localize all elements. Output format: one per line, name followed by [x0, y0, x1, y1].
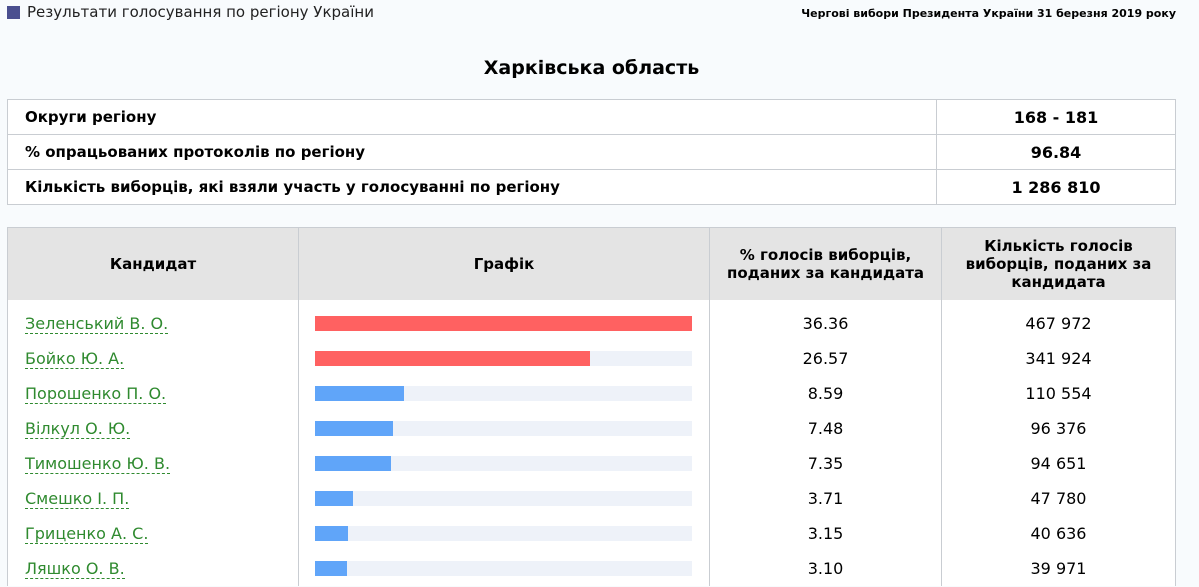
- candidate-row: Зеленський В. О. 36.36 467 972: [7, 300, 1176, 341]
- results-table: Кандидат Графік % голосів виборців, пода…: [7, 227, 1176, 586]
- vote-bar: [315, 491, 354, 506]
- candidate-name-cell: Зеленський В. О.: [7, 300, 299, 341]
- candidate-link[interactable]: Смешко І. П.: [25, 489, 130, 509]
- page-title: Результати голосування по регіону Україн…: [27, 3, 374, 21]
- chart-cell: [298, 551, 710, 586]
- candidate-link[interactable]: Зеленський В. О.: [25, 314, 169, 334]
- vote-bar: [315, 386, 405, 401]
- vote-bar: [315, 351, 591, 366]
- bar-track: [315, 316, 692, 331]
- percent-cell: 36.36: [709, 300, 942, 341]
- title-square-icon: [7, 6, 20, 19]
- summary-row: % опрацьованих протоколів по регіону 96.…: [7, 134, 1176, 170]
- header-candidate: Кандидат: [7, 227, 299, 300]
- vote-bar: [315, 526, 348, 541]
- results-body: Зеленський В. О. 36.36 467 972 Бойко Ю. А. 2…: [7, 300, 1176, 586]
- header-chart: Графік: [298, 227, 710, 300]
- votes-cell: 39 971: [941, 551, 1176, 586]
- chart-cell: [298, 481, 710, 516]
- candidate-row: Порошенко П. О. 8.59 110 554: [7, 376, 1176, 411]
- percent-cell: 3.10: [709, 551, 942, 586]
- chart-cell: [298, 341, 710, 376]
- votes-cell: 47 780: [941, 481, 1176, 516]
- percent-cell: 3.71: [709, 481, 942, 516]
- bar-track: [315, 491, 692, 506]
- votes-cell: 467 972: [941, 300, 1176, 341]
- chart-cell: [298, 411, 710, 446]
- chart-cell: [298, 300, 710, 341]
- vote-bar: [315, 456, 392, 471]
- candidate-name-cell: Порошенко П. О.: [7, 376, 299, 411]
- candidate-name-cell: Вілкул О. Ю.: [7, 411, 299, 446]
- percent-cell: 3.15: [709, 516, 942, 551]
- votes-cell: 96 376: [941, 411, 1176, 446]
- page-header: Результати голосування по регіону Україн…: [0, 0, 1199, 30]
- summary-row: Округи регіону 168 - 181: [7, 99, 1176, 135]
- bar-track: [315, 456, 692, 471]
- candidate-link[interactable]: Гриценко А. С.: [25, 524, 149, 544]
- candidate-row: Смешко І. П. 3.71 47 780: [7, 481, 1176, 516]
- summary-value: 168 - 181: [936, 99, 1176, 135]
- candidate-link[interactable]: Ляшко О. В.: [25, 559, 125, 579]
- vote-bar: [315, 316, 692, 331]
- vote-bar: [315, 421, 393, 436]
- candidate-link[interactable]: Бойко Ю. А.: [25, 349, 125, 369]
- votes-cell: 40 636: [941, 516, 1176, 551]
- summary-value: 1 286 810: [936, 169, 1176, 205]
- candidate-name-cell: Гриценко А. С.: [7, 516, 299, 551]
- candidate-name-cell: Смешко І. П.: [7, 481, 299, 516]
- percent-cell: 8.59: [709, 376, 942, 411]
- bar-track: [315, 351, 692, 366]
- summary-label: % опрацьованих протоколів по регіону: [7, 134, 937, 170]
- header-votes: Кількість голосів виборців, поданих за к…: [941, 227, 1176, 300]
- vote-bar: [315, 561, 348, 576]
- header-percent: % голосів виборців, поданих за кандидата: [709, 227, 942, 300]
- candidate-row: Вілкул О. Ю. 7.48 96 376: [7, 411, 1176, 446]
- summary-label: Кількість виборців, які взяли участь у г…: [7, 169, 937, 205]
- bar-track: [315, 421, 692, 436]
- bar-track: [315, 526, 692, 541]
- candidate-name-cell: Бойко Ю. А.: [7, 341, 299, 376]
- results-header-row: Кандидат Графік % голосів виборців, пода…: [7, 227, 1176, 300]
- candidate-name-cell: Ляшко О. В.: [7, 551, 299, 586]
- chart-cell: [298, 376, 710, 411]
- votes-cell: 94 651: [941, 446, 1176, 481]
- candidate-link[interactable]: Тимошенко Ю. В.: [25, 454, 171, 474]
- chart-cell: [298, 446, 710, 481]
- percent-cell: 7.48: [709, 411, 942, 446]
- summary-table: Округи регіону 168 - 181 % опрацьованих …: [7, 99, 1176, 205]
- candidate-name-cell: Тимошенко Ю. В.: [7, 446, 299, 481]
- summary-row: Кількість виборців, які взяли участь у г…: [7, 169, 1176, 205]
- bar-track: [315, 561, 692, 576]
- summary-label: Округи регіону: [7, 99, 937, 135]
- candidate-link[interactable]: Вілкул О. Ю.: [25, 419, 131, 439]
- candidate-row: Ляшко О. В. 3.10 39 971: [7, 551, 1176, 586]
- summary-value: 96.84: [936, 134, 1176, 170]
- election-name: Чергові вибори Президента України 31 бер…: [801, 7, 1176, 20]
- percent-cell: 26.57: [709, 341, 942, 376]
- candidate-link[interactable]: Порошенко П. О.: [25, 384, 167, 404]
- votes-cell: 341 924: [941, 341, 1176, 376]
- region-title: Харківська область: [483, 57, 700, 79]
- bar-track: [315, 386, 692, 401]
- votes-cell: 110 554: [941, 376, 1176, 411]
- candidate-row: Гриценко А. С. 3.15 40 636: [7, 516, 1176, 551]
- candidate-row: Бойко Ю. А. 26.57 341 924: [7, 341, 1176, 376]
- percent-cell: 7.35: [709, 446, 942, 481]
- candidate-row: Тимошенко Ю. В. 7.35 94 651: [7, 446, 1176, 481]
- chart-cell: [298, 516, 710, 551]
